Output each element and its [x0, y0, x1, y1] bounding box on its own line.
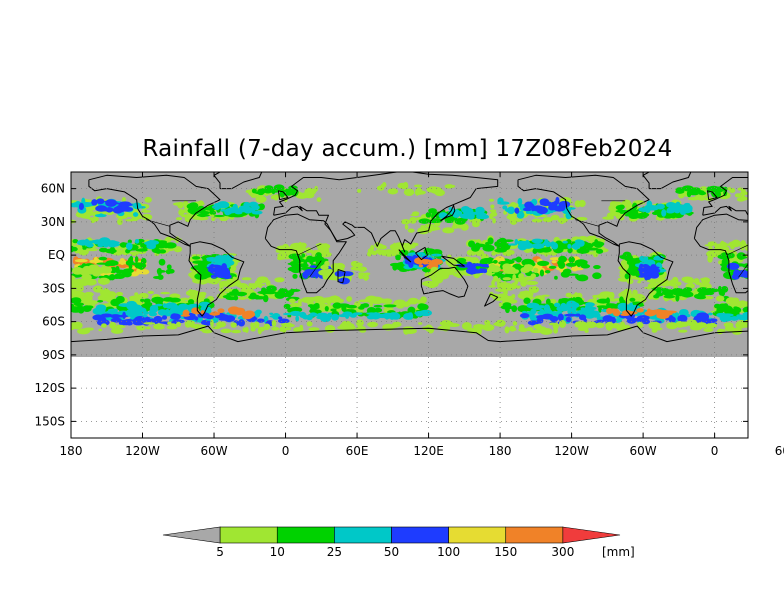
colorbar: 5 10 25 50 100 150 300 [mm]: [162, 526, 635, 559]
colorbar-tick-label: 150: [494, 545, 517, 559]
lon-tick-label: 0: [282, 444, 290, 458]
coastline: [264, 213, 347, 294]
lat-tick-label: 30N: [41, 215, 65, 229]
colorbar-tick-label: 5: [216, 545, 224, 559]
lon-tick-label: 60W: [200, 444, 227, 458]
lat-tick-label: 60N: [41, 182, 65, 196]
coastline: [617, 241, 674, 317]
coastline: [337, 269, 346, 284]
coastline: [484, 293, 499, 307]
lon-tick-label: 120E: [413, 444, 444, 458]
coastline: [517, 174, 650, 247]
coastline: [213, 172, 263, 190]
coastline: [273, 172, 499, 253]
colorbar-bin: [505, 526, 564, 544]
map-axes: 60N 30N EQ 30S 60S 90S 120S 150S 180 120W 60W 0 60E 1…: [34, 172, 784, 458]
country-border: [738, 263, 748, 278]
coastline: [693, 213, 748, 294]
colorbar-bin: [276, 526, 335, 544]
lon-tick-label: 180: [60, 444, 83, 458]
lat-tick-label: 90S: [42, 348, 65, 362]
country-border: [575, 219, 600, 227]
coastline: [71, 325, 501, 343]
colorbar-bin: [391, 526, 449, 544]
colorbar-tick-label: 100: [437, 545, 460, 559]
coastline: [441, 255, 465, 267]
lon-tick-label: 180: [489, 444, 512, 458]
lat-tick-label: 30S: [42, 281, 65, 295]
coastline: [500, 325, 748, 343]
colorbar-bin: [448, 526, 507, 544]
coastline: [398, 249, 412, 263]
lon-tick-label: 60E: [775, 444, 784, 458]
rainfall-field: [71, 181, 748, 335]
lon-tick-label: 120W: [125, 444, 160, 458]
country-border: [146, 219, 170, 227]
coastline: [277, 190, 289, 201]
coastline: [707, 190, 718, 201]
lon-tick-label: 0: [711, 444, 719, 458]
colorbar-tick-label: 25: [327, 545, 342, 559]
lat-tick-label: 120S: [34, 381, 65, 395]
chart-title: Rainfall (7-day accum.) [mm] 17Z08Feb202…: [142, 136, 673, 162]
lat-tick-label: EQ: [48, 248, 65, 262]
colorbar-bin: [219, 526, 278, 544]
coastline: [88, 174, 221, 247]
coastline: [642, 172, 692, 190]
lat-tick-label: 150S: [34, 414, 65, 428]
coastline: [767, 270, 774, 283]
lon-tick-label: 60W: [630, 444, 657, 458]
colorbar-tick-label: 50: [384, 545, 399, 559]
lon-tick-label: 120W: [554, 444, 589, 458]
colorbar-tick-label: 300: [551, 545, 574, 559]
coastlines: [71, 172, 774, 343]
country-border: [726, 244, 748, 256]
lat-tick-label: 60S: [42, 315, 65, 329]
colorbar-bin: [162, 526, 221, 544]
coastline: [440, 204, 456, 222]
country-border: [297, 243, 322, 256]
colorbar-bin: [562, 526, 621, 544]
colorbar-bin: [334, 526, 392, 544]
plot-frame: [70, 171, 749, 439]
lon-tick-label: 60E: [346, 444, 369, 458]
country-border: [309, 260, 322, 278]
colorbar-tick-label: 10: [270, 545, 285, 559]
coastline: [420, 266, 469, 298]
coastline: [415, 246, 428, 261]
colorbar-unit: [mm]: [602, 545, 635, 559]
coastline: [188, 241, 245, 317]
